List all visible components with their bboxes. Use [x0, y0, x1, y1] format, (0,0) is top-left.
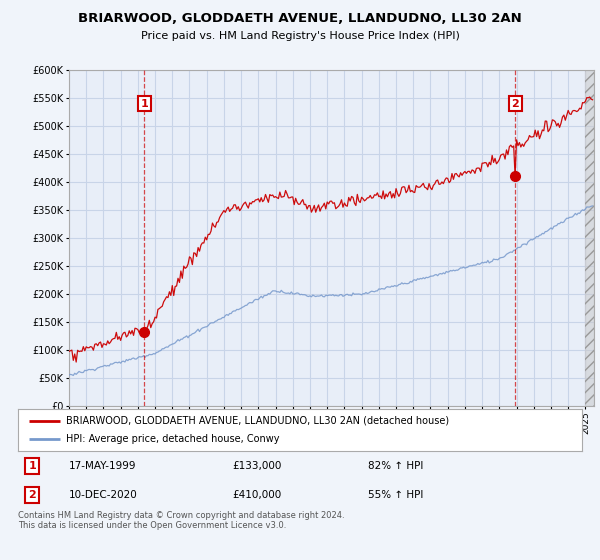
Text: £410,000: £410,000	[232, 490, 281, 500]
Text: 1: 1	[28, 461, 36, 470]
Text: 17-MAY-1999: 17-MAY-1999	[69, 461, 136, 470]
Text: BRIARWOOD, GLODDAETH AVENUE, LLANDUDNO, LL30 2AN: BRIARWOOD, GLODDAETH AVENUE, LLANDUDNO, …	[78, 12, 522, 25]
Text: Price paid vs. HM Land Registry's House Price Index (HPI): Price paid vs. HM Land Registry's House …	[140, 31, 460, 41]
Text: 82% ↑ HPI: 82% ↑ HPI	[368, 461, 423, 470]
Bar	[586, 70, 594, 406]
Text: BRIARWOOD, GLODDAETH AVENUE, LLANDUDNO, LL30 2AN (detached house): BRIARWOOD, GLODDAETH AVENUE, LLANDUDNO, …	[66, 416, 449, 426]
Text: 10-DEC-2020: 10-DEC-2020	[69, 490, 137, 500]
Text: Contains HM Land Registry data © Crown copyright and database right 2024.
This d: Contains HM Land Registry data © Crown c…	[18, 511, 344, 530]
Text: 2: 2	[511, 99, 519, 109]
Text: HPI: Average price, detached house, Conwy: HPI: Average price, detached house, Conw…	[66, 434, 280, 444]
Text: 55% ↑ HPI: 55% ↑ HPI	[368, 490, 423, 500]
Text: £133,000: £133,000	[232, 461, 281, 470]
Text: 2: 2	[28, 490, 36, 500]
Bar	[586, 70, 594, 406]
Text: 1: 1	[140, 99, 148, 109]
